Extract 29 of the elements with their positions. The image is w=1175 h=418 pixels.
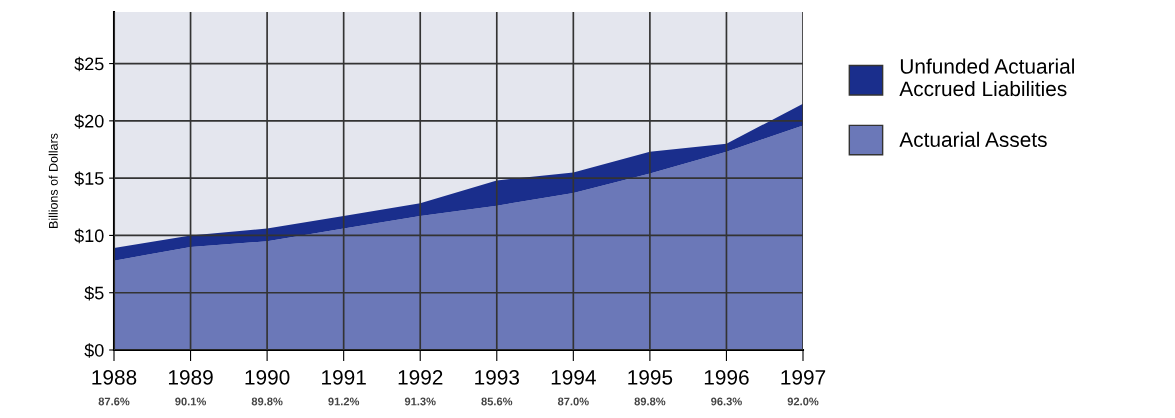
y-tick-label: $0 (84, 343, 104, 358)
x-tick-label: 1993 (475, 369, 520, 385)
y-tick-label: $5 (84, 285, 104, 301)
x-tick-label: 1996 (704, 369, 749, 385)
y-tick-label: $10 (74, 228, 104, 244)
text: 89.8% (634, 397, 666, 406)
x-tick-label: 1990 (245, 369, 290, 385)
text: 91.3% (404, 397, 436, 406)
y-tick-label: $15 (74, 171, 104, 186)
text: 96.3% (711, 397, 742, 406)
text: 92.0% (787, 397, 819, 406)
x-tick-label: 1995 (628, 369, 673, 385)
text: 87.0% (557, 397, 589, 406)
text: 87.6% (98, 397, 130, 406)
x-tick-label: 1994 (551, 369, 596, 385)
legend-label: Unfunded Actuarial Accrued Liabilities (899, 58, 1074, 97)
text: 89.8% (251, 397, 283, 406)
y-axis-title: Billions of Dollars (48, 133, 58, 228)
x-tick-label: 1991 (322, 369, 366, 385)
y-tick-label: $20 (74, 114, 104, 129)
y-tick-label: $25 (74, 56, 104, 72)
text: 91.2% (328, 397, 360, 406)
x-tick-label: 1988 (92, 369, 137, 385)
text: 90.1% (175, 397, 207, 406)
legend-label: Actuarial Assets (899, 131, 1047, 147)
x-tick-label: 1992 (398, 369, 443, 385)
x-tick-label: 1989 (168, 369, 213, 385)
text: 85.6% (481, 397, 513, 406)
x-tick-label: 1997 (781, 369, 826, 385)
